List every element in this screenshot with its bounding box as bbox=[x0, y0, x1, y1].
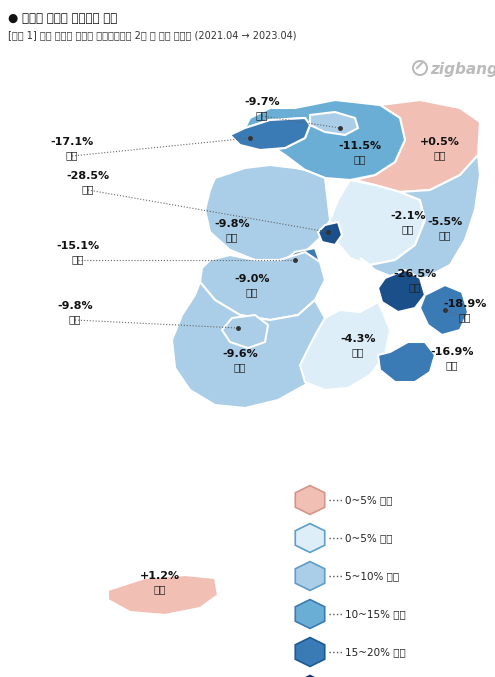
Polygon shape bbox=[108, 575, 218, 615]
Text: 0~5% 상승: 0~5% 상승 bbox=[345, 495, 393, 505]
Text: +1.2%: +1.2% bbox=[140, 571, 180, 581]
Polygon shape bbox=[378, 342, 435, 382]
Text: -28.5%: -28.5% bbox=[66, 171, 109, 181]
Text: -9.8%: -9.8% bbox=[214, 219, 250, 229]
Text: 경북: 경북 bbox=[439, 230, 451, 240]
Text: 세종: 세종 bbox=[82, 184, 94, 194]
Text: [그림 1] 전국 시도별 아파트 전세가격지수 2년 전 대비 변동률 (2021.04 → 2023.04): [그림 1] 전국 시도별 아파트 전세가격지수 2년 전 대비 변동률 (20… bbox=[8, 30, 297, 40]
Polygon shape bbox=[205, 165, 330, 260]
Text: 제주: 제주 bbox=[154, 584, 166, 594]
Polygon shape bbox=[296, 523, 325, 552]
Polygon shape bbox=[222, 315, 268, 348]
Text: 서울: 서울 bbox=[256, 110, 268, 120]
Polygon shape bbox=[360, 155, 480, 280]
Text: ● 시도별 아파트 전세가격 동향: ● 시도별 아파트 전세가격 동향 bbox=[8, 12, 117, 25]
Text: zigbang: zigbang bbox=[430, 62, 495, 77]
Text: 대구: 대구 bbox=[409, 282, 421, 292]
Text: 대전: 대전 bbox=[72, 254, 84, 264]
Text: 광주: 광주 bbox=[69, 314, 81, 324]
Text: -9.7%: -9.7% bbox=[244, 97, 280, 107]
Text: -26.5%: -26.5% bbox=[394, 269, 437, 279]
Text: 0~5% 하락: 0~5% 하락 bbox=[345, 533, 393, 543]
Polygon shape bbox=[300, 302, 390, 390]
Text: -18.9%: -18.9% bbox=[444, 299, 487, 309]
Polygon shape bbox=[296, 485, 325, 515]
Text: -17.1%: -17.1% bbox=[50, 137, 94, 147]
Polygon shape bbox=[420, 285, 468, 335]
Polygon shape bbox=[296, 561, 325, 590]
Text: 강원: 강원 bbox=[434, 150, 446, 160]
Text: -2.1%: -2.1% bbox=[390, 211, 426, 221]
Text: -15.1%: -15.1% bbox=[56, 241, 99, 251]
Text: 전북: 전북 bbox=[246, 287, 258, 297]
Polygon shape bbox=[310, 112, 358, 135]
Text: -9.0%: -9.0% bbox=[234, 274, 270, 284]
Text: 충북: 충북 bbox=[402, 224, 414, 234]
Polygon shape bbox=[378, 270, 425, 312]
Polygon shape bbox=[330, 180, 425, 265]
Text: 인천: 인천 bbox=[66, 150, 78, 160]
Text: 15~20% 하락: 15~20% 하락 bbox=[345, 647, 406, 657]
Text: -16.9%: -16.9% bbox=[430, 347, 474, 357]
Polygon shape bbox=[355, 100, 480, 192]
Polygon shape bbox=[285, 248, 320, 272]
Text: 10~15% 하락: 10~15% 하락 bbox=[345, 609, 406, 619]
Polygon shape bbox=[296, 676, 325, 677]
Polygon shape bbox=[230, 118, 310, 150]
Text: -5.5%: -5.5% bbox=[427, 217, 463, 227]
Polygon shape bbox=[245, 100, 405, 180]
Text: -9.8%: -9.8% bbox=[57, 301, 93, 311]
Polygon shape bbox=[318, 222, 342, 245]
Text: 전남: 전남 bbox=[234, 362, 246, 372]
Text: 5~10% 하락: 5~10% 하락 bbox=[345, 571, 399, 581]
Text: 울산: 울산 bbox=[459, 312, 471, 322]
Text: -4.3%: -4.3% bbox=[340, 334, 376, 344]
Text: -11.5%: -11.5% bbox=[339, 141, 382, 151]
Text: +0.5%: +0.5% bbox=[420, 137, 460, 147]
Text: 경기: 경기 bbox=[354, 154, 366, 164]
Polygon shape bbox=[296, 600, 325, 628]
Polygon shape bbox=[296, 638, 325, 666]
Text: 부산: 부산 bbox=[446, 360, 458, 370]
Polygon shape bbox=[172, 282, 330, 408]
Text: 충남: 충남 bbox=[226, 232, 238, 242]
Polygon shape bbox=[200, 252, 325, 320]
Text: -9.6%: -9.6% bbox=[222, 349, 258, 359]
Text: 경남: 경남 bbox=[352, 347, 364, 357]
